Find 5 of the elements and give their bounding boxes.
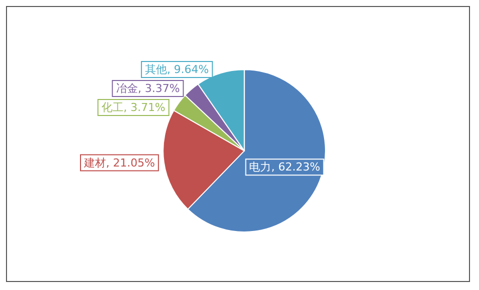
slice-label: 其他, 9.64% bbox=[144, 62, 209, 76]
slice-label: 电力, 62.23% bbox=[249, 160, 320, 174]
slice-label: 冶金, 3.37% bbox=[116, 82, 180, 95]
slice-label: 化工, 3.71% bbox=[101, 100, 166, 114]
slice-label: 建材, 21.05% bbox=[83, 156, 155, 170]
